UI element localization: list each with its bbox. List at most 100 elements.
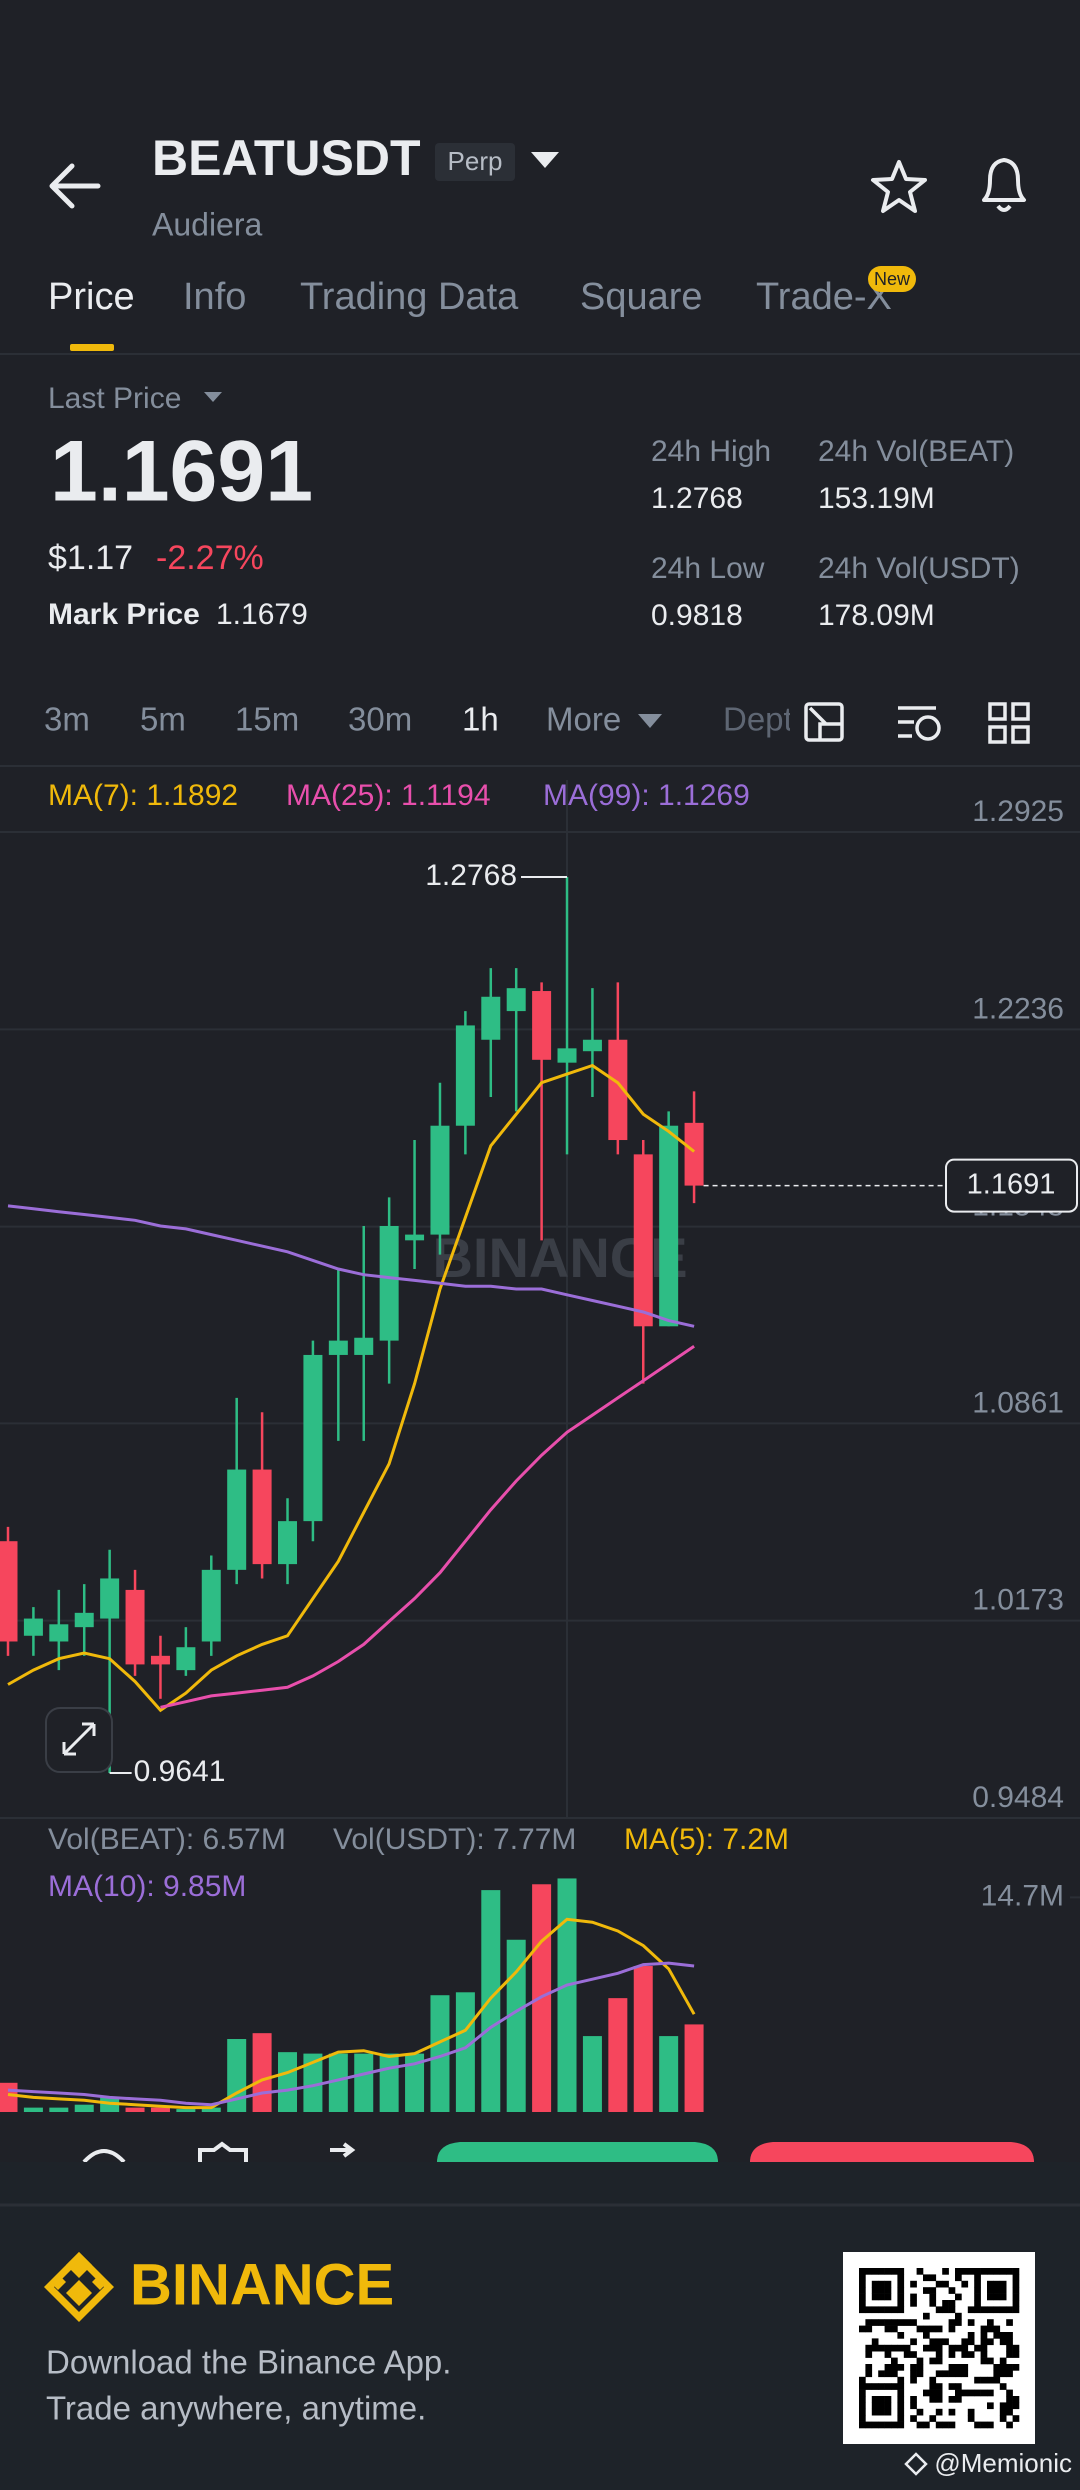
qr-cell [878, 2268, 885, 2275]
qr-cell [993, 2332, 1001, 2339]
qr-cell [993, 2364, 1001, 2371]
qr-cell [980, 2351, 988, 2358]
interval[interactable]: 15m [235, 701, 299, 738]
interval[interactable]: 30m [348, 701, 412, 738]
tab[interactable]: Price [48, 276, 135, 318]
buy-button[interactable] [437, 2142, 718, 2162]
qr-cell [910, 2376, 917, 2384]
qr-cell [910, 2364, 917, 2371]
footer-line: Download the Binance App. [46, 2344, 451, 2381]
qr-cell [865, 2364, 873, 2371]
action-icon[interactable] [198, 2141, 248, 2162]
action-icon[interactable] [82, 2149, 126, 2164]
qr-cell [961, 2344, 969, 2352]
qr-cell [897, 2300, 905, 2307]
qr-cell [897, 2415, 905, 2422]
qr-cell [1006, 2319, 1013, 2326]
more-dropdown[interactable] [638, 714, 662, 728]
last-price-dropdown[interactable] [204, 392, 222, 402]
legend-entry: MA(7): 1.1892 [48, 779, 238, 812]
qr-cell [891, 2268, 898, 2275]
volume-legend: MA(10): 9.85M [48, 1870, 246, 1903]
qr-cell [935, 2389, 943, 2397]
qr-cell [871, 2306, 879, 2314]
qr-cell [865, 2421, 873, 2429]
qr-cell [935, 2306, 943, 2314]
qr-cell [999, 2370, 1007, 2378]
qr-cell [980, 2376, 988, 2384]
back-button[interactable] [49, 163, 101, 209]
qr-cell [942, 2306, 949, 2314]
qr-cell [980, 2338, 988, 2346]
qr-cell [910, 2396, 917, 2403]
qr-cell [935, 2383, 943, 2390]
chart-tool-icon[interactable] [804, 702, 844, 742]
tab[interactable]: Square [580, 276, 703, 318]
tab[interactable]: Info [183, 276, 246, 318]
qr-cell [929, 2389, 937, 2397]
candle-body [328, 1340, 348, 1355]
qr-cell [897, 2376, 905, 2384]
qr-cell [1006, 2306, 1013, 2314]
ma-line [7, 1063, 696, 1713]
interval[interactable]: 3m [44, 701, 90, 738]
qr-cell [878, 2306, 885, 2314]
footer-line: Trade anywhere, anytime. [46, 2390, 426, 2427]
volume-bar [557, 1878, 577, 2112]
qr-pattern [859, 2268, 1020, 2429]
qr-cell [859, 2402, 866, 2410]
favorite-icon[interactable] [871, 160, 927, 213]
qr-cell [967, 2319, 975, 2326]
qr-cell [859, 2300, 866, 2307]
candle-body [379, 1225, 399, 1341]
qr-cell [859, 2287, 866, 2294]
indicator-icon[interactable] [898, 706, 941, 741]
qr-cell [859, 2383, 866, 2390]
qr-cell [859, 2396, 866, 2403]
expand-icon [62, 1722, 96, 1756]
qr-cell [999, 2338, 1007, 2346]
new-badge: New [874, 269, 911, 289]
qr-cell [923, 2332, 930, 2339]
qr-cell [859, 2415, 866, 2422]
symbol-dropdown[interactable] [531, 152, 559, 168]
qr-cell [955, 2344, 962, 2352]
qr-cell [987, 2376, 994, 2384]
interval[interactable]: 5m [140, 701, 186, 738]
qr-cell [974, 2421, 981, 2429]
qr-cell [993, 2293, 1001, 2301]
qr-cell [871, 2402, 879, 2410]
qr-cell [865, 2268, 873, 2275]
volume-bar [252, 2033, 272, 2112]
qr-cell [871, 2319, 879, 2326]
qr-cell [955, 2312, 962, 2320]
qr-cell [859, 2421, 866, 2429]
qr-cell [1012, 2300, 1020, 2307]
sell-button[interactable] [750, 2142, 1034, 2162]
qr-cell [878, 2383, 885, 2390]
layout-icon[interactable] [988, 702, 1030, 744]
icon-cell [1011, 702, 1030, 721]
qr-cell [884, 2306, 892, 2314]
qr-cell [916, 2325, 924, 2333]
interval[interactable]: 1h [462, 701, 499, 738]
qr-cell [955, 2319, 962, 2326]
interval[interactable]: More [546, 701, 621, 738]
qr-cell [961, 2364, 969, 2371]
qr-cell [897, 2332, 905, 2339]
qr-cell [961, 2280, 969, 2288]
qr-cell [967, 2389, 975, 2397]
qr-cell [859, 2306, 866, 2314]
qr-cell [1006, 2344, 1013, 2352]
candle-body [633, 1154, 653, 1327]
qr-cell [942, 2280, 949, 2288]
tab[interactable]: Trading Data [300, 276, 519, 318]
candle-body [23, 1618, 43, 1636]
qr-cell [967, 2415, 975, 2422]
action-icon[interactable] [330, 2142, 356, 2158]
volume-bar [481, 1890, 501, 2112]
qr-cell [942, 2421, 949, 2429]
candle-body [608, 1039, 628, 1141]
notification-icon[interactable] [982, 158, 1026, 212]
qr-cell [993, 2306, 1001, 2314]
